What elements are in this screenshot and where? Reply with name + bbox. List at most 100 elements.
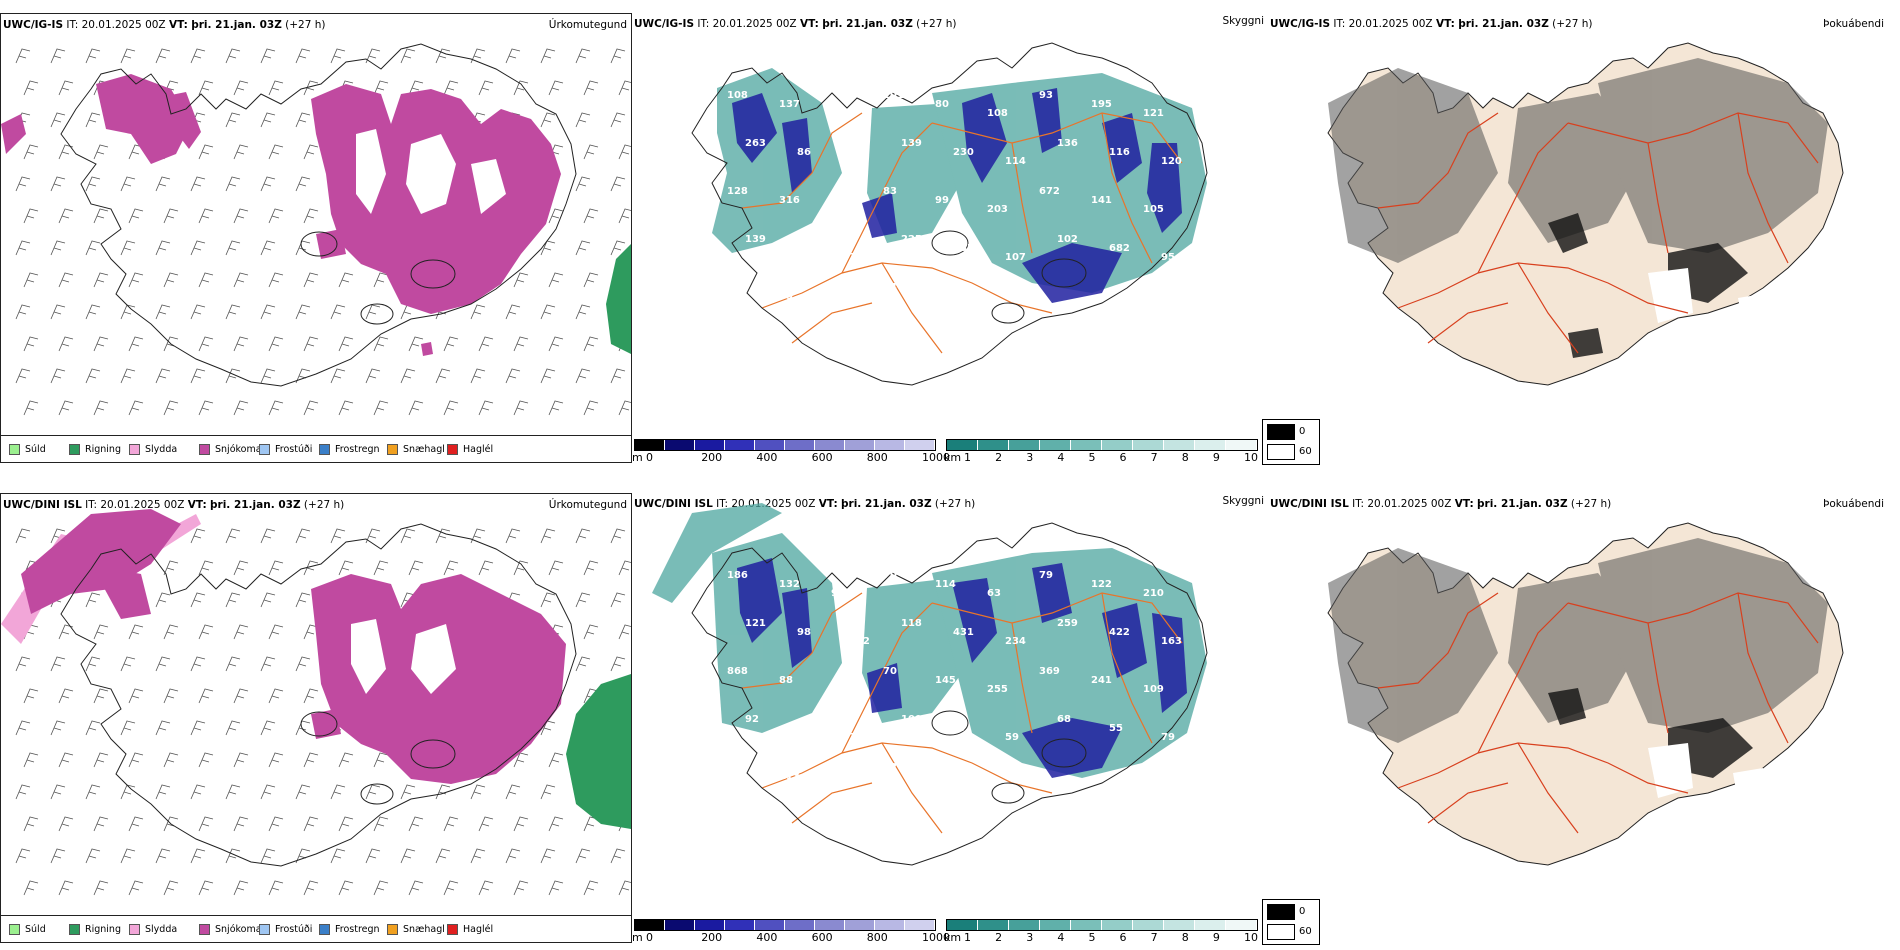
init-time: 20.01.2025 00Z — [712, 18, 797, 30]
wind-barb — [225, 848, 241, 864]
ceiling-value-label: 101 — [883, 90, 904, 101]
wind-barb — [435, 848, 451, 864]
model-name: UWC/DINI ISL — [1270, 498, 1349, 510]
ceiling-value-label: 422 — [1109, 627, 1130, 638]
colorbar-segment — [1226, 920, 1257, 930]
wind-barb — [618, 208, 631, 224]
colorbar-segment — [755, 920, 785, 930]
ceiling-value-label: 120 — [831, 780, 852, 791]
wind-barb — [128, 272, 144, 288]
wind-barb — [505, 528, 521, 544]
colorbar-tick-label: 4 — [1057, 451, 1065, 464]
road-line — [1377, 112, 1499, 209]
init-time-label: IT: — [716, 498, 729, 510]
wind-barb — [23, 80, 39, 96]
wind-barb — [93, 816, 109, 832]
ceiling-value-label: 259 — [1057, 618, 1078, 629]
wind-barb — [610, 848, 626, 864]
ceiling-value-label: 147 — [849, 252, 870, 263]
wind-barb — [618, 560, 631, 576]
wind-barb — [295, 784, 311, 800]
panel-header: UWC/IG-IS IT: 20.01.2025 00Z VT: þri. 21… — [1270, 18, 1896, 32]
panel-header: UWC/IG-IS IT: 20.01.2025 00Z VT: þri. 21… — [634, 15, 1264, 32]
wind-barb — [583, 272, 599, 288]
wind-barb — [128, 400, 144, 416]
wind-barb — [225, 368, 241, 384]
precip-legend-item: Slydda — [129, 924, 177, 935]
wind-barb — [540, 112, 556, 128]
ceiling-value-label: 91 — [727, 762, 741, 773]
wind-barb — [85, 720, 101, 736]
coastline-outline — [60, 523, 577, 867]
ceiling-value-label: 93 — [1039, 90, 1053, 101]
wind-barb — [505, 304, 521, 320]
wind-barb — [540, 304, 556, 320]
colorbar-tick-label: 3 — [1026, 931, 1034, 944]
wind-barb — [513, 880, 529, 896]
wind-barb — [233, 624, 249, 640]
wind-barb — [478, 400, 494, 416]
wind-barb — [338, 752, 354, 768]
wind-barb — [400, 848, 416, 864]
colorbar-segment — [635, 920, 665, 930]
wind-barb — [373, 880, 389, 896]
colorbar-segment — [785, 440, 815, 450]
colorbar-tick-label: 1000 — [922, 931, 950, 944]
precip-map — [1, 43, 631, 416]
wind-barb — [338, 560, 354, 576]
wind-barb — [505, 48, 521, 64]
wind-barb — [120, 176, 136, 192]
precip-legend-item: Slydda — [129, 444, 177, 455]
road-line — [881, 742, 943, 834]
colorbar-segment — [947, 920, 978, 930]
wind-barb — [23, 272, 39, 288]
valid-time-label: VT: — [168, 19, 188, 31]
variable-name: Úrkomutegund — [548, 499, 627, 511]
road-line — [1647, 142, 1669, 254]
road-line — [1011, 142, 1033, 254]
colorbar-segment — [1164, 440, 1195, 450]
snow-areas — [1, 74, 561, 356]
valid-time-label: VT: — [1435, 18, 1455, 30]
road-line — [761, 262, 1053, 314]
wind-barb — [58, 272, 74, 288]
wind-barb — [198, 624, 214, 640]
ceiling-value-label: 79 — [1161, 732, 1175, 743]
colorbar-tick-label: 6 — [1119, 451, 1127, 464]
wind-barb — [610, 528, 626, 544]
wind-barb — [190, 720, 206, 736]
rain-areas — [606, 244, 631, 354]
wind-barb — [50, 784, 66, 800]
wind-barb — [260, 784, 276, 800]
wind-barb — [408, 816, 424, 832]
wind-barb — [373, 816, 389, 832]
ceiling-value-label: 136 — [1057, 138, 1078, 149]
wind-barb — [23, 400, 39, 416]
wind-barb — [15, 240, 31, 256]
wind-barb — [408, 400, 424, 416]
legend-swatch — [447, 444, 458, 455]
ceiling-colorbar: m 0 200 400 600 800 1000 — [632, 919, 950, 949]
snow-areas — [21, 509, 566, 784]
lead-time: (+27 h) — [916, 18, 957, 30]
wind-barb — [85, 112, 101, 128]
valid-time: þri. 21.jan. 03Z — [210, 499, 301, 511]
wind-barb — [610, 112, 626, 128]
road-line — [1427, 782, 1509, 824]
wind-barb — [50, 656, 66, 672]
wind-barb — [225, 528, 241, 544]
ceiling-value-label: 99 — [935, 195, 949, 206]
wind-barb — [260, 368, 276, 384]
wind-barb — [233, 336, 249, 352]
wind-barb — [268, 688, 284, 704]
wind-barb — [50, 304, 66, 320]
fog-legend-label-60: 60 — [1299, 446, 1312, 457]
ceiling-value-label: 50 — [797, 243, 811, 254]
wind-barb — [610, 368, 626, 384]
wind-barb — [268, 560, 284, 576]
road-line — [791, 782, 873, 824]
colorbar-segment — [1102, 440, 1133, 450]
wind-barb — [268, 624, 284, 640]
colorbar-segment — [1071, 920, 1102, 930]
wind-barb — [163, 560, 179, 576]
